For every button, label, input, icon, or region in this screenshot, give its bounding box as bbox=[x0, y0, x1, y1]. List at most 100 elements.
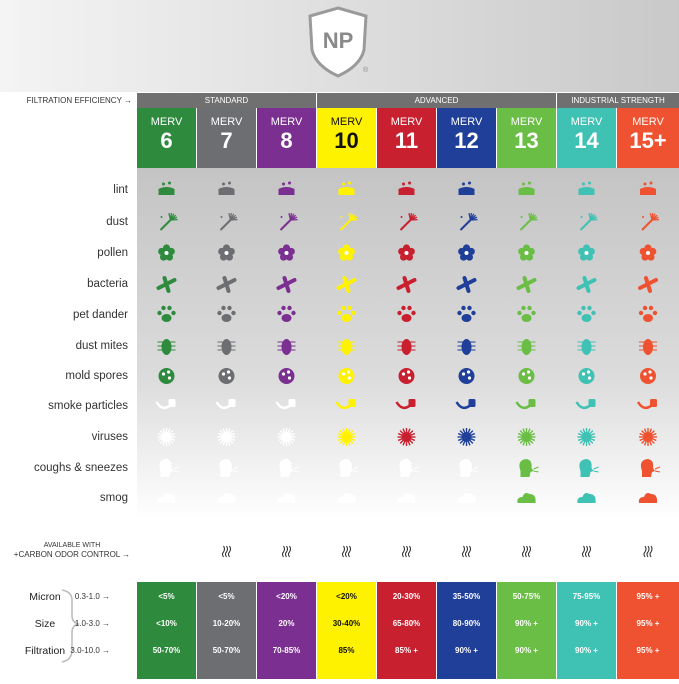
table-cell: 30-40% bbox=[333, 619, 361, 628]
icon-part bbox=[401, 306, 405, 310]
icon-part bbox=[467, 370, 470, 373]
icon-part bbox=[157, 311, 161, 315]
contaminant-label: smoke particles bbox=[48, 400, 128, 412]
contaminant-icon bbox=[278, 428, 296, 446]
icon-part bbox=[402, 314, 412, 322]
icon-part bbox=[222, 314, 232, 322]
merv-rating: 12 bbox=[454, 128, 478, 153]
icon-part bbox=[281, 216, 283, 218]
table-cell: 50-70% bbox=[213, 646, 241, 655]
icon-part bbox=[402, 432, 412, 442]
table-cell: 70-85% bbox=[273, 646, 301, 655]
icon-part bbox=[642, 216, 644, 218]
icon-part bbox=[588, 376, 591, 379]
icon-part bbox=[407, 370, 410, 373]
icon-part bbox=[221, 306, 225, 310]
icon-part bbox=[229, 182, 231, 184]
merv-rating: 10 bbox=[334, 128, 358, 153]
icon-part bbox=[288, 376, 291, 379]
icon-part bbox=[399, 368, 415, 384]
icon-part bbox=[644, 183, 646, 185]
odor-icon bbox=[403, 546, 411, 557]
icon-part bbox=[583, 183, 585, 185]
contaminant-label: dust mites bbox=[76, 340, 129, 352]
icon-part bbox=[644, 546, 646, 557]
logo-text: NP bbox=[323, 28, 354, 53]
logo-mark: ® bbox=[363, 66, 369, 74]
icon-part bbox=[471, 311, 475, 315]
icon-part bbox=[647, 546, 649, 557]
icon-part bbox=[342, 339, 352, 355]
icon-part bbox=[165, 251, 169, 255]
icon-part bbox=[337, 311, 341, 315]
icon-part bbox=[589, 182, 591, 184]
icon-part bbox=[399, 187, 415, 195]
table-cell: 50-70% bbox=[153, 646, 181, 655]
table-cell: 20-30% bbox=[393, 592, 421, 601]
icon-part bbox=[462, 432, 472, 442]
icon-part bbox=[222, 372, 225, 375]
icon-part bbox=[522, 314, 532, 322]
icon-part bbox=[582, 339, 592, 355]
icon-part bbox=[462, 314, 472, 322]
icon-part bbox=[282, 432, 292, 442]
icon-part bbox=[341, 216, 343, 218]
contaminant-icon bbox=[339, 368, 355, 384]
icon-part bbox=[161, 306, 165, 310]
group-label: INDUSTRIAL STRENGTH bbox=[571, 96, 665, 105]
table-cell: 90% + bbox=[515, 646, 538, 655]
odor-icon bbox=[463, 546, 471, 557]
icon-part bbox=[461, 306, 465, 310]
icon-part bbox=[158, 248, 165, 255]
table-row-label: Micron bbox=[29, 591, 61, 603]
icon-part bbox=[582, 372, 585, 375]
icon-part bbox=[289, 182, 291, 184]
icon-part bbox=[287, 370, 290, 373]
icon-part bbox=[468, 376, 471, 379]
icon-part bbox=[463, 546, 465, 557]
icon-part bbox=[643, 314, 653, 322]
icon-part bbox=[283, 546, 285, 557]
icon-part bbox=[522, 432, 532, 442]
contaminant-label: viruses bbox=[92, 431, 129, 443]
icon-part bbox=[589, 546, 591, 557]
icon-part bbox=[591, 311, 595, 315]
icon-part bbox=[281, 306, 285, 310]
icon-part bbox=[577, 311, 581, 315]
icon-part bbox=[289, 399, 296, 407]
icon-part bbox=[223, 183, 225, 185]
table-cell: 95% + bbox=[637, 619, 660, 628]
merv-label: MERV bbox=[451, 116, 483, 128]
odor-icon bbox=[583, 546, 591, 557]
icon-part bbox=[342, 432, 352, 442]
icon-part bbox=[228, 376, 231, 379]
icon-part bbox=[222, 432, 232, 442]
icon-part bbox=[217, 311, 221, 315]
table-cell: 90% + bbox=[515, 619, 538, 628]
icon-part bbox=[159, 368, 175, 384]
contaminant-icon bbox=[519, 368, 535, 384]
table-range: 0.3-1.0 → bbox=[75, 592, 110, 601]
icon-part bbox=[529, 182, 531, 184]
icon-part bbox=[469, 546, 471, 557]
icon-part bbox=[640, 187, 656, 195]
contaminant-icon bbox=[218, 428, 236, 446]
icon-part bbox=[409, 399, 416, 407]
icon-part bbox=[351, 311, 355, 315]
merv-label: MERV bbox=[271, 116, 303, 128]
icon-part bbox=[338, 248, 345, 255]
table-cell: <5% bbox=[158, 592, 174, 601]
icon-part bbox=[409, 182, 411, 184]
icon-part bbox=[579, 187, 595, 195]
icon-part bbox=[587, 306, 591, 310]
contaminant-icon bbox=[219, 368, 235, 384]
icon-part bbox=[279, 187, 295, 195]
contaminant-icon bbox=[459, 368, 475, 384]
table-cell: 75-95% bbox=[573, 592, 601, 601]
icon-part bbox=[519, 187, 535, 195]
icon-part bbox=[282, 339, 292, 355]
icon-part bbox=[169, 399, 176, 407]
icon-part bbox=[222, 339, 232, 355]
icon-part bbox=[469, 399, 476, 407]
